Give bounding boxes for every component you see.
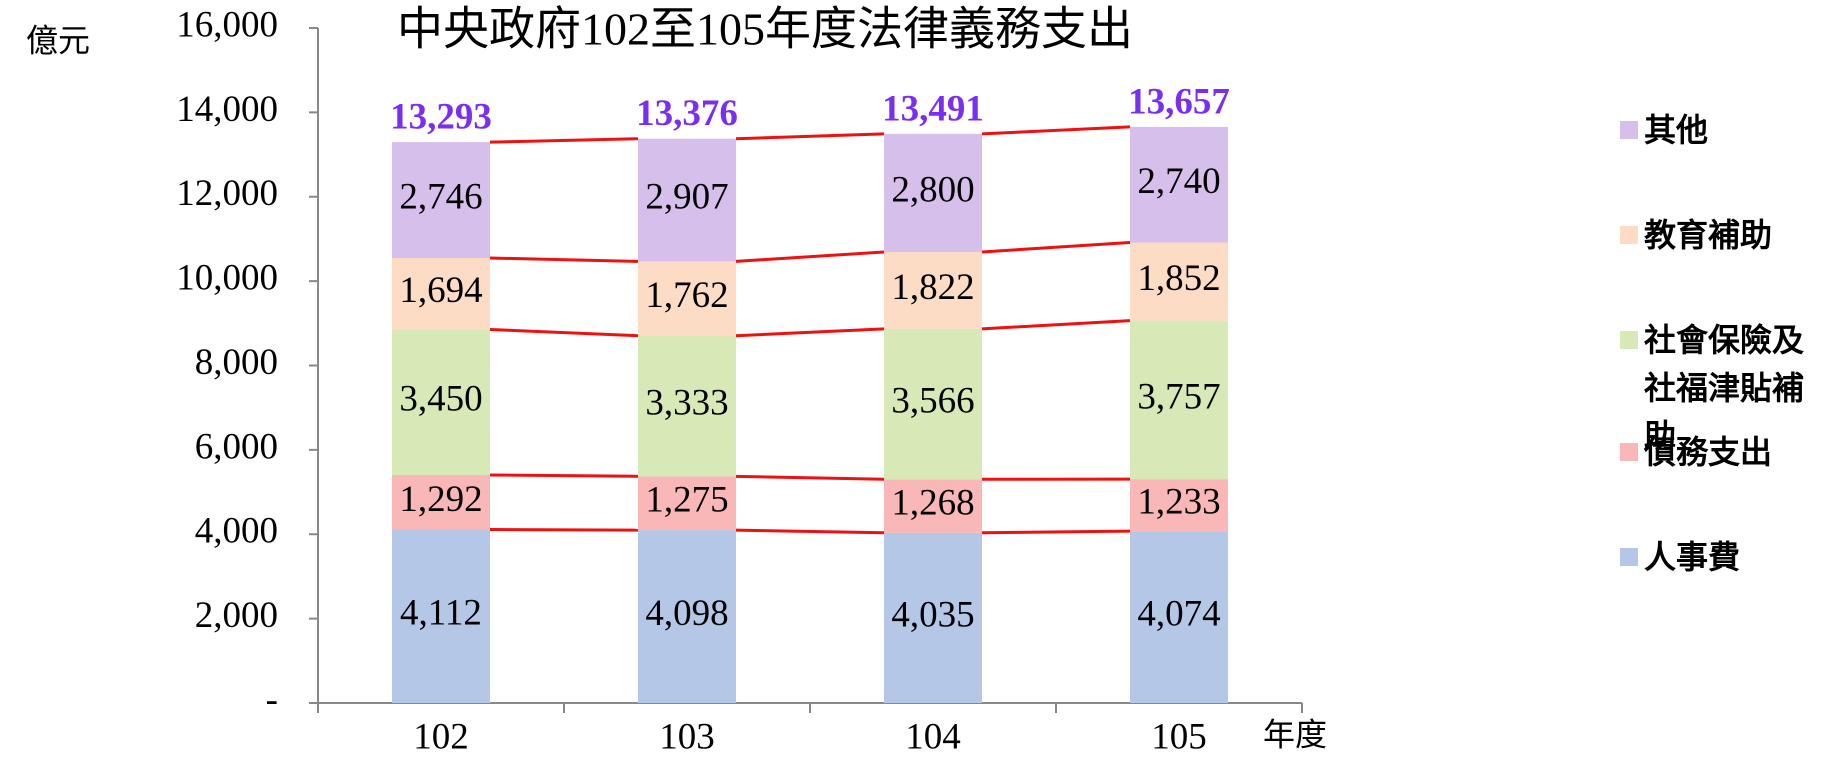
segment-label: 2,907 <box>645 177 728 218</box>
connector-line <box>489 473 639 478</box>
legend-label: 人事費 <box>1644 539 1741 575</box>
legend-label: 其他 <box>1644 112 1709 148</box>
connector-line <box>735 132 885 141</box>
connector-line <box>981 125 1131 136</box>
total-label: 13,293 <box>390 97 492 138</box>
legend-item: 其他 <box>1620 106 1828 154</box>
x-axis-label: 年度 <box>1263 716 1327 752</box>
y-tick-label: 10,000 <box>176 258 278 299</box>
segment-label: 4,112 <box>400 593 482 634</box>
legend-swatch <box>1620 121 1638 139</box>
bar-segment <box>638 261 736 336</box>
bar-segment <box>638 530 736 703</box>
segment-label: 1,694 <box>399 270 482 311</box>
total-label: 13,657 <box>1128 81 1230 122</box>
bar-segment <box>1130 126 1228 243</box>
segment-label: 1,852 <box>1137 258 1220 299</box>
bar-segment <box>1130 320 1228 480</box>
connector-line <box>489 256 639 263</box>
connector-line <box>981 529 1131 535</box>
bar-segment <box>392 329 490 476</box>
y-tick-label: 12,000 <box>176 173 278 214</box>
connector-line <box>981 240 1131 254</box>
x-tick-label: 105 <box>1151 716 1207 757</box>
legend-swatch <box>1620 548 1638 566</box>
connector-line <box>735 528 885 535</box>
bar-segment <box>392 258 490 330</box>
segment-label: 1,233 <box>1137 482 1220 523</box>
connector-line <box>735 474 885 481</box>
total-label: 13,376 <box>636 93 738 134</box>
legend-item: 社會保險及社福津貼補助 <box>1620 316 1828 460</box>
legend-swatch <box>1620 443 1638 461</box>
bar-segment <box>1130 531 1228 703</box>
legend-label: 債務支出 <box>1644 434 1773 470</box>
segment-label: 2,800 <box>891 169 974 210</box>
y-tick-label: 2,000 <box>195 595 278 636</box>
segment-label: 2,746 <box>399 177 482 218</box>
bar-segment <box>392 529 490 703</box>
y-axis-label: 億元 <box>26 22 90 58</box>
legend-item: 人事費 <box>1620 533 1828 581</box>
segment-label: 3,333 <box>645 383 728 424</box>
segment-label: 3,450 <box>399 379 482 420</box>
bar-segment <box>884 532 982 703</box>
segment-label: 4,035 <box>891 594 974 635</box>
y-tick-label: 16,000 <box>176 4 278 45</box>
segment-label: 4,098 <box>645 593 728 634</box>
x-tick-label: 103 <box>659 716 715 757</box>
legend-swatch <box>1620 226 1638 244</box>
chart-title: 中央政府102至105年度法律義務支出 <box>397 4 1133 55</box>
segment-label: 1,822 <box>891 267 974 308</box>
y-tick-label: 4,000 <box>195 511 278 552</box>
connector-line <box>735 250 885 263</box>
bar-segment <box>392 142 490 259</box>
segment-label: 4,074 <box>1137 594 1220 635</box>
bar-segment <box>638 335 736 477</box>
segment-label: 1,292 <box>399 479 482 520</box>
total-label: 13,491 <box>882 88 984 129</box>
bar-segment <box>884 251 982 329</box>
connector-line <box>735 327 885 338</box>
y-tick-label: 8,000 <box>195 342 278 383</box>
connector-line <box>981 319 1131 331</box>
legend-label: 教育補助 <box>1644 217 1773 253</box>
segment-label: 3,757 <box>1137 376 1220 417</box>
legend-swatch <box>1620 331 1638 349</box>
connector-line <box>489 327 639 338</box>
bar-segment <box>1130 242 1228 321</box>
y-tick-label: - <box>266 679 278 720</box>
bar-segment <box>638 476 736 531</box>
legend-item: 債務支出 <box>1620 428 1828 476</box>
legend-item: 教育補助 <box>1620 211 1828 259</box>
y-tick-label: 14,000 <box>176 89 278 130</box>
bar-segment <box>392 475 490 530</box>
x-tick-label: 104 <box>905 716 961 757</box>
segment-label: 3,566 <box>891 381 974 422</box>
bar-segment <box>884 328 982 480</box>
segment-label: 1,268 <box>891 483 974 524</box>
bar-segment <box>884 479 982 533</box>
connector-line <box>489 137 639 144</box>
bar-segment <box>1130 479 1228 532</box>
segment-label: 1,762 <box>645 275 728 316</box>
y-tick-label: 6,000 <box>195 426 278 467</box>
bar-segment <box>884 133 982 252</box>
legend-label: 社會保險及社福津貼補助 <box>1644 322 1805 454</box>
segment-label: 2,740 <box>1137 161 1220 202</box>
bar-segment <box>638 138 736 262</box>
segment-label: 1,275 <box>645 480 728 521</box>
connector-line <box>489 528 639 532</box>
x-tick-label: 102 <box>413 716 469 757</box>
